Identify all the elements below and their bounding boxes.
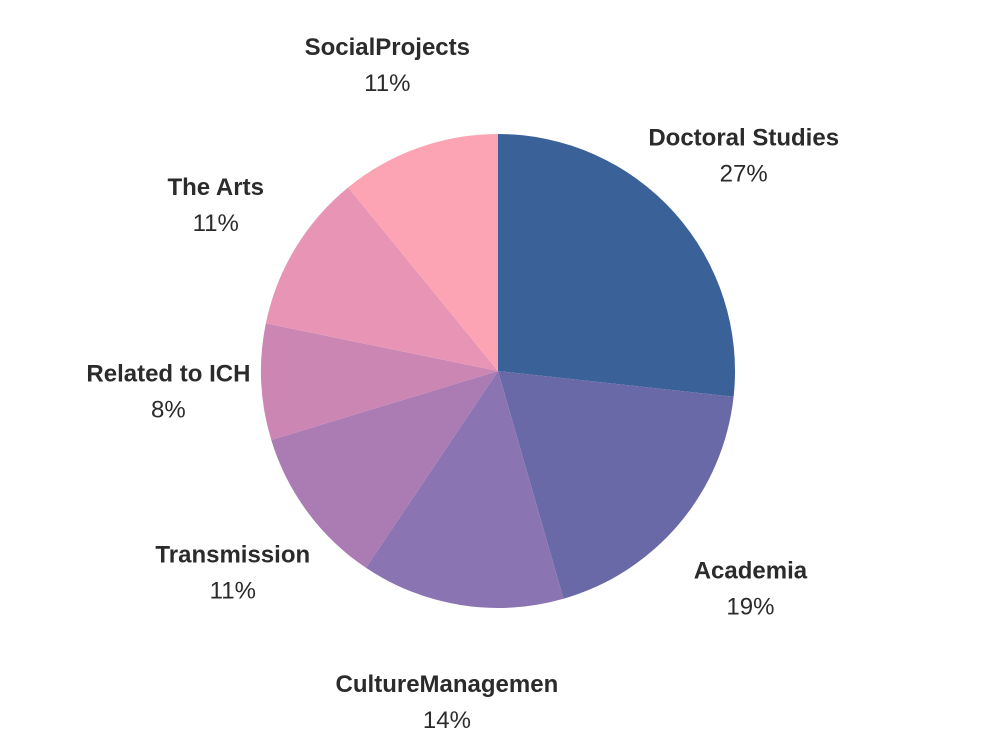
slice-label-doctoral-studies: Doctoral Studies <box>648 125 839 152</box>
pie-slice-the-arts <box>265 187 498 371</box>
pie-slice-socialprojects <box>348 134 498 371</box>
pie-slice-doctoral-studies <box>498 134 736 397</box>
slices-layer <box>261 134 736 608</box>
slice-percent-academia: 19% <box>726 594 774 621</box>
pie-slice-academia <box>498 371 734 599</box>
slice-percent-doctoral-studies: 27% <box>720 161 768 188</box>
pie-slice-transmission <box>271 371 498 568</box>
pie-slice-related-to-ich <box>261 323 498 441</box>
pie-slice-culturemanagemen <box>365 371 564 608</box>
slice-label-academia: Academia <box>694 558 808 585</box>
slice-percent-socialprojects: 11% <box>364 70 410 97</box>
slice-label-socialprojects: SocialProjects <box>305 34 470 61</box>
slice-percent-culturemanagemen: 14% <box>423 707 471 734</box>
slice-label-culturemanagemen: CultureManagemen <box>336 671 559 698</box>
slice-percent-transmission: 11% <box>210 578 256 605</box>
slice-percent-related-to-ich: 8% <box>151 396 186 423</box>
labels-layer: Doctoral Studies 27% Academia 19% CultureMan… <box>86 34 839 734</box>
slice-label-the-arts: The Arts <box>167 174 263 201</box>
slice-label-transmission: Transmission <box>155 542 310 569</box>
slice-label-related-to-ich: Related to ICH <box>86 360 250 387</box>
slice-percent-the-arts: 11% <box>193 210 239 237</box>
